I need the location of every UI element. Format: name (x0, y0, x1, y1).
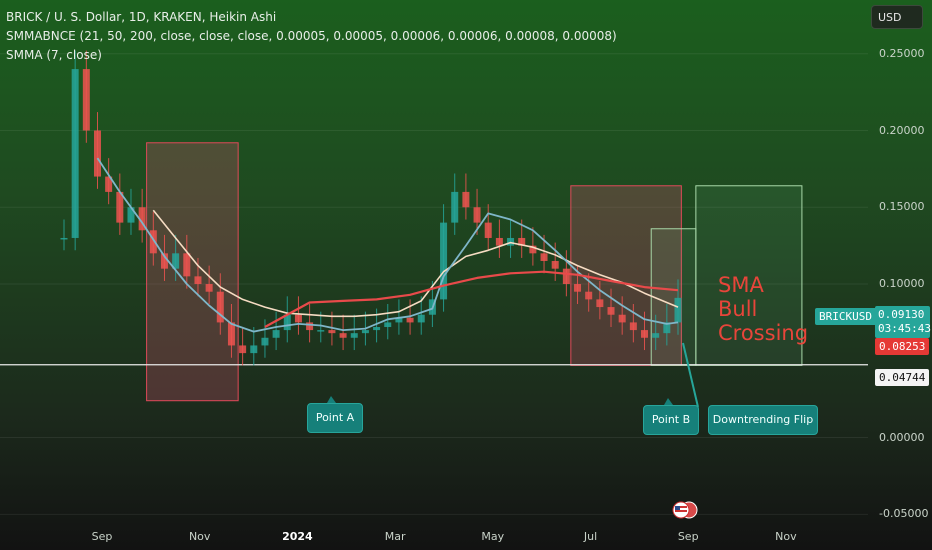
price-candle (328, 330, 336, 334)
price-candle (194, 276, 202, 285)
price-candle (272, 330, 280, 338)
y-tick-label: 0.00000 (879, 430, 925, 444)
chart-legend: BRICK / U. S. Dollar, 1D, KRAKEN, Heikin… (6, 8, 617, 65)
price-candle (183, 253, 191, 277)
price-candle (205, 284, 213, 292)
price-candle (540, 253, 548, 261)
price-candle (239, 345, 247, 354)
price-candle (283, 314, 291, 331)
x-tick-label: Sep (91, 530, 113, 543)
bar-countdown: 03:45:43 (878, 322, 931, 335)
price-candle (585, 291, 593, 300)
price-candle (361, 330, 369, 334)
indicator-smma: SMMA (7, close) (6, 48, 102, 62)
price-candle (607, 307, 615, 315)
price-candle (350, 333, 358, 338)
price-candle (127, 207, 135, 223)
last-price-value: 0.09130 (878, 308, 925, 321)
price-candle (116, 191, 124, 223)
price-candle (574, 284, 582, 292)
projection-box-small (650, 228, 697, 366)
price-candle (384, 322, 392, 328)
currency-button[interactable]: USD (871, 5, 923, 29)
price-candle (417, 314, 425, 323)
price-candle (495, 237, 503, 246)
price-candle (261, 337, 269, 346)
zone-box-right (570, 185, 682, 366)
flag-icon[interactable] (672, 501, 698, 519)
price-candle (149, 230, 157, 254)
price-candle (395, 317, 403, 323)
y-tick-label: 0.10000 (879, 277, 925, 291)
price-candle (93, 130, 101, 177)
x-tick-label: Nov (188, 530, 211, 543)
price-candle (473, 207, 481, 223)
price-candle (629, 322, 637, 331)
zone-box-left (146, 142, 239, 402)
price-candle (306, 322, 314, 331)
price-candle (440, 222, 448, 300)
point-a-callout: Point A (307, 403, 363, 433)
point-b-callout: Point B (643, 405, 699, 435)
symbol-tag: BRICKUSD (815, 308, 876, 325)
x-tick-label: May (481, 530, 505, 543)
downtrending-flip-callout: Downtrending Flip (708, 405, 818, 435)
price-candle (216, 291, 224, 323)
price-candle (227, 322, 235, 346)
y-tick-label: 0.25000 (879, 46, 925, 60)
symbol-title: BRICK / U. S. Dollar, 1D, KRAKEN, Heikin… (6, 10, 277, 24)
price-candle (105, 176, 113, 192)
smma-price-tag: 0.08253 (875, 338, 929, 355)
price-candle (596, 299, 604, 308)
ma-long-line (264, 270, 679, 328)
point-a-pointer (327, 396, 336, 403)
price-candle (160, 253, 168, 269)
x-tick-label: Nov (775, 530, 797, 543)
price-candle (373, 327, 381, 331)
price-candle (317, 330, 325, 332)
price-candle (172, 253, 180, 269)
price-candle (60, 237, 68, 240)
sma-bull-crossing-note: SMA Bull Crossing (718, 273, 809, 345)
price-candle (294, 314, 302, 323)
y-tick-label: 0.20000 (879, 123, 925, 137)
x-tick-label: 2024 (282, 530, 313, 543)
ma-short-line (96, 157, 679, 333)
price-candle (71, 69, 79, 238)
price-candle (484, 222, 492, 238)
flip-arrow (682, 342, 699, 408)
x-tick-label: Mar (384, 530, 406, 543)
price-candle (663, 322, 671, 334)
price-candle (82, 69, 90, 131)
price-candle (339, 333, 347, 338)
last-price-tag: 0.09130 03:45:43 (875, 306, 931, 338)
price-candle (674, 297, 682, 323)
y-tick-label: -0.05000 (879, 507, 929, 521)
hline-price-tag: 0.04744 (875, 369, 929, 386)
x-tick-label: Sep (677, 530, 699, 543)
indicator-smmabnce: SMMABNCE (21, 50, 200, close, close, clo… (6, 29, 617, 43)
price-candle (618, 314, 626, 323)
price-candle (529, 245, 537, 254)
price-candle (138, 207, 146, 231)
y-tick-label: 0.15000 (879, 200, 925, 214)
price-candle (518, 237, 526, 246)
price-candle (406, 317, 414, 323)
price-candle (551, 261, 559, 269)
x-tick-label: Jul (583, 530, 598, 543)
point-b-pointer (664, 398, 673, 405)
price-candle (652, 333, 660, 338)
price-candle (562, 268, 570, 285)
projection-box-large (695, 185, 803, 366)
price-candle (250, 345, 258, 354)
price-candle (451, 191, 459, 223)
ma-mid-line (152, 209, 679, 318)
price-candle (462, 191, 470, 208)
price-candle (641, 330, 649, 338)
